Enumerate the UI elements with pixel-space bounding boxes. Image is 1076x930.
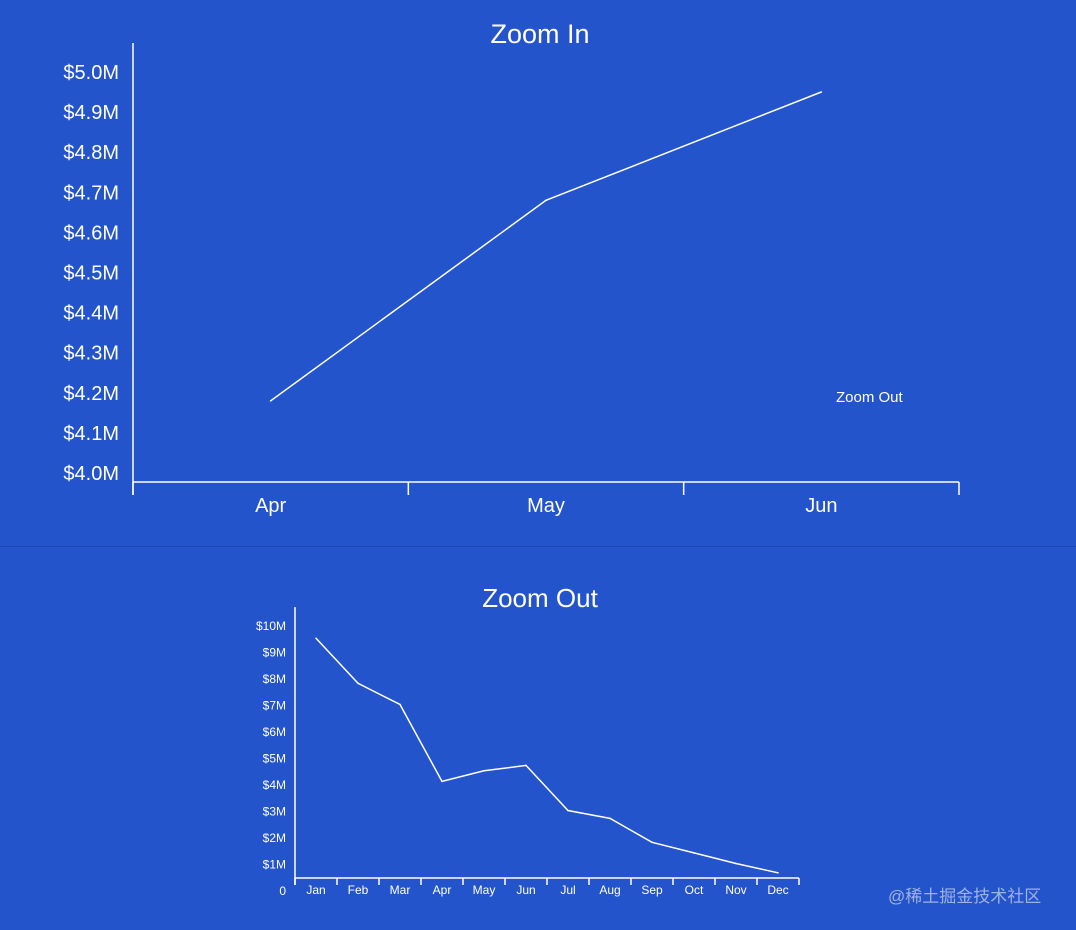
x-tick-label: Jun [805,495,837,517]
y-tick-label: $4.6M [63,222,119,244]
data-point [357,682,359,685]
y-tick-label: $4.3M [63,343,119,365]
y-tick-label: $4.1M [63,423,119,445]
y-tick-label: $4.9M [63,102,119,124]
data-point [399,703,401,706]
series-line [315,637,779,874]
x-tick-label: Aug [599,883,620,897]
y-tick-label: 0 [279,884,286,898]
chart-title: Zoom Out [482,583,598,613]
data-point [483,769,485,772]
zoom-out-chart: Zoom Out Jan Feb Mar Apr May Jun Jul Aug Sep Oct No… [256,583,800,898]
data-point [315,637,317,640]
zoom-in-panel: Zoom In Apr May Jun $4.0M $4.1M $4.2M $4.3M $4.4… [63,19,960,517]
y-tick-label: $10M [256,619,286,633]
x-tick-label: Mar [390,883,411,897]
y-tick-label: $6M [263,725,286,739]
data-point [777,871,779,874]
data-point [567,809,569,812]
y-tick-label: $5M [263,752,286,766]
y-tick-label: $8M [263,672,286,686]
y-tick-label: $4.5M [63,263,119,285]
data-point [693,852,695,854]
data-point [609,817,611,820]
x-tick-label: Jun [516,883,535,897]
y-tick-label: $3M [263,805,286,819]
y-tick-label: $1M [263,858,286,872]
zoom-in-chart: Zoom In Apr May Jun $4.0M $4.1M $4.2M $4.3M $4.4… [63,19,960,517]
data-point [545,199,547,202]
series-line [270,91,822,402]
data-point [269,400,272,402]
y-tick-label: $5.0M [63,62,119,84]
x-tick-label: Oct [685,883,704,897]
x-tick-label: May [527,495,565,517]
x-tick-label: Dec [767,883,788,897]
x-tick-label: Apr [433,883,452,897]
x-tick-label: Jul [560,883,575,897]
x-tick-label: Sep [641,883,663,897]
data-point [651,841,653,844]
x-tick-label: Nov [725,883,746,897]
data-point [525,764,527,767]
y-tick-label: $4.4M [63,303,119,325]
zoom-out-panel: Zoom Out Jan Feb Mar Apr May Jun Jul Aug Sep Oct No… [0,547,1076,930]
y-tick-label: $4.7M [63,182,119,204]
data-point [735,862,737,865]
y-tick-label: $4.0M [63,463,119,485]
x-tick-label: Apr [255,495,286,517]
y-tick-label: $9M [263,646,286,660]
x-tick-label: Jan [306,883,325,897]
y-tick-label: $2M [263,831,286,845]
zoom-out-button[interactable]: Zoom Out [836,389,903,406]
data-point [820,91,823,93]
y-tick-label: $7M [263,699,286,713]
chart-title: Zoom In [490,19,589,49]
panel-divider [0,546,1076,547]
x-tick-label: Feb [348,883,369,897]
y-tick-label: $4.2M [63,383,119,405]
x-tick-label: May [473,883,496,897]
data-point [441,780,443,783]
watermark: @稀土掘金技术社区 [888,887,1042,906]
y-tick-label: $4M [263,778,286,792]
y-tick-label: $4.8M [63,142,119,164]
